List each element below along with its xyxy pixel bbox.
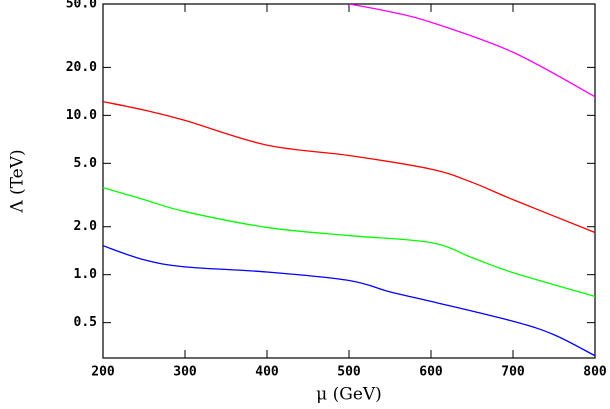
x-tick-label: 200: [91, 365, 115, 380]
y-tick-label: 10.0: [66, 108, 97, 123]
series-line: [103, 100, 595, 234]
x-axis-title: μ (GeV): [316, 385, 382, 405]
y-tick-label: 5.0: [74, 156, 98, 171]
y-tick-label: 2.0: [74, 219, 98, 234]
series-line: [348, 4, 595, 98]
x-tick-label: 600: [419, 365, 443, 380]
x-tick-label: 300: [173, 365, 197, 380]
series-line: [103, 186, 595, 298]
y-tick-label: 20.0: [66, 60, 97, 75]
plot-frame: [102, 3, 596, 359]
y-axis-title: Λ (TeV): [8, 149, 28, 213]
y-tick-label: 1.0: [74, 267, 98, 282]
y-tick-label: 50.0: [66, 0, 97, 12]
series-line: [103, 245, 595, 357]
x-tick-label: 500: [337, 365, 361, 380]
x-tick-label: 700: [501, 365, 525, 380]
x-tick-label: 800: [583, 365, 607, 380]
y-tick-label: 0.5: [74, 315, 97, 330]
x-tick-label: 400: [255, 365, 279, 380]
